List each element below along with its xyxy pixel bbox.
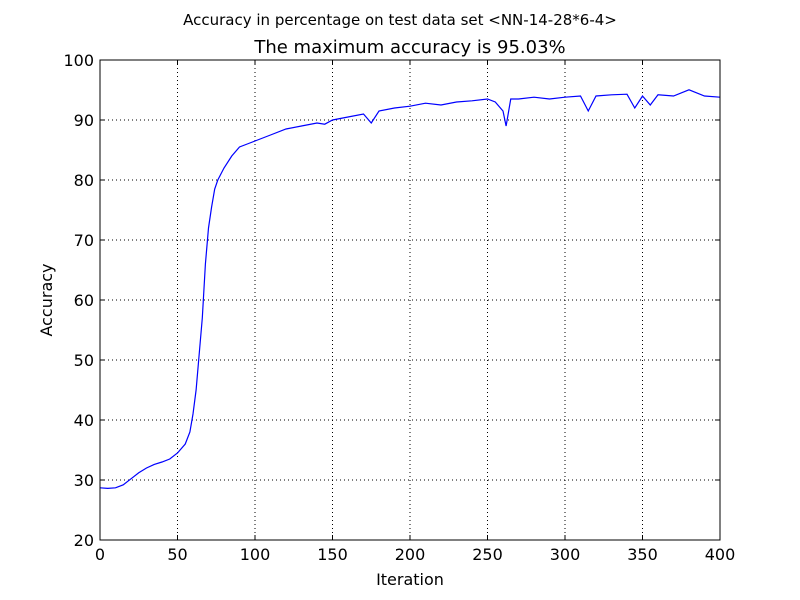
x-tick-label: 50 xyxy=(167,545,187,564)
x-axis-label: Iteration xyxy=(376,570,444,589)
y-tick-label: 20 xyxy=(74,531,94,550)
y-axis-label: Accuracy xyxy=(37,263,56,336)
x-tick-label: 150 xyxy=(317,545,348,564)
y-tick-label: 70 xyxy=(74,231,94,250)
y-tick-label: 100 xyxy=(63,51,94,70)
chart-suptitle: Accuracy in percentage on test data set … xyxy=(183,11,617,29)
y-tick-label: 50 xyxy=(74,351,94,370)
x-tick-label: 300 xyxy=(550,545,581,564)
series-layer xyxy=(99,89,721,490)
grid xyxy=(100,60,720,540)
y-tick-label: 60 xyxy=(74,291,94,310)
x-tick-label: 400 xyxy=(705,545,736,564)
y-tick-label: 80 xyxy=(74,171,94,190)
y-tick-label: 30 xyxy=(74,471,94,490)
x-tick-label: 350 xyxy=(627,545,658,564)
y-tick-label: 90 xyxy=(74,111,94,130)
x-tick-label: 100 xyxy=(240,545,271,564)
x-tick-label: 0 xyxy=(95,545,105,564)
x-tick-label: 200 xyxy=(395,545,426,564)
y-tick-label: 40 xyxy=(74,411,94,430)
accuracy-series-line xyxy=(99,89,721,490)
ticks: 0 50 100 150 200 250 300 350 400 20 30 40 50 60 70 80 90… xyxy=(63,51,735,564)
chart-title: The maximum accuracy is 95.03% xyxy=(253,37,565,58)
x-tick-label: 250 xyxy=(472,545,503,564)
